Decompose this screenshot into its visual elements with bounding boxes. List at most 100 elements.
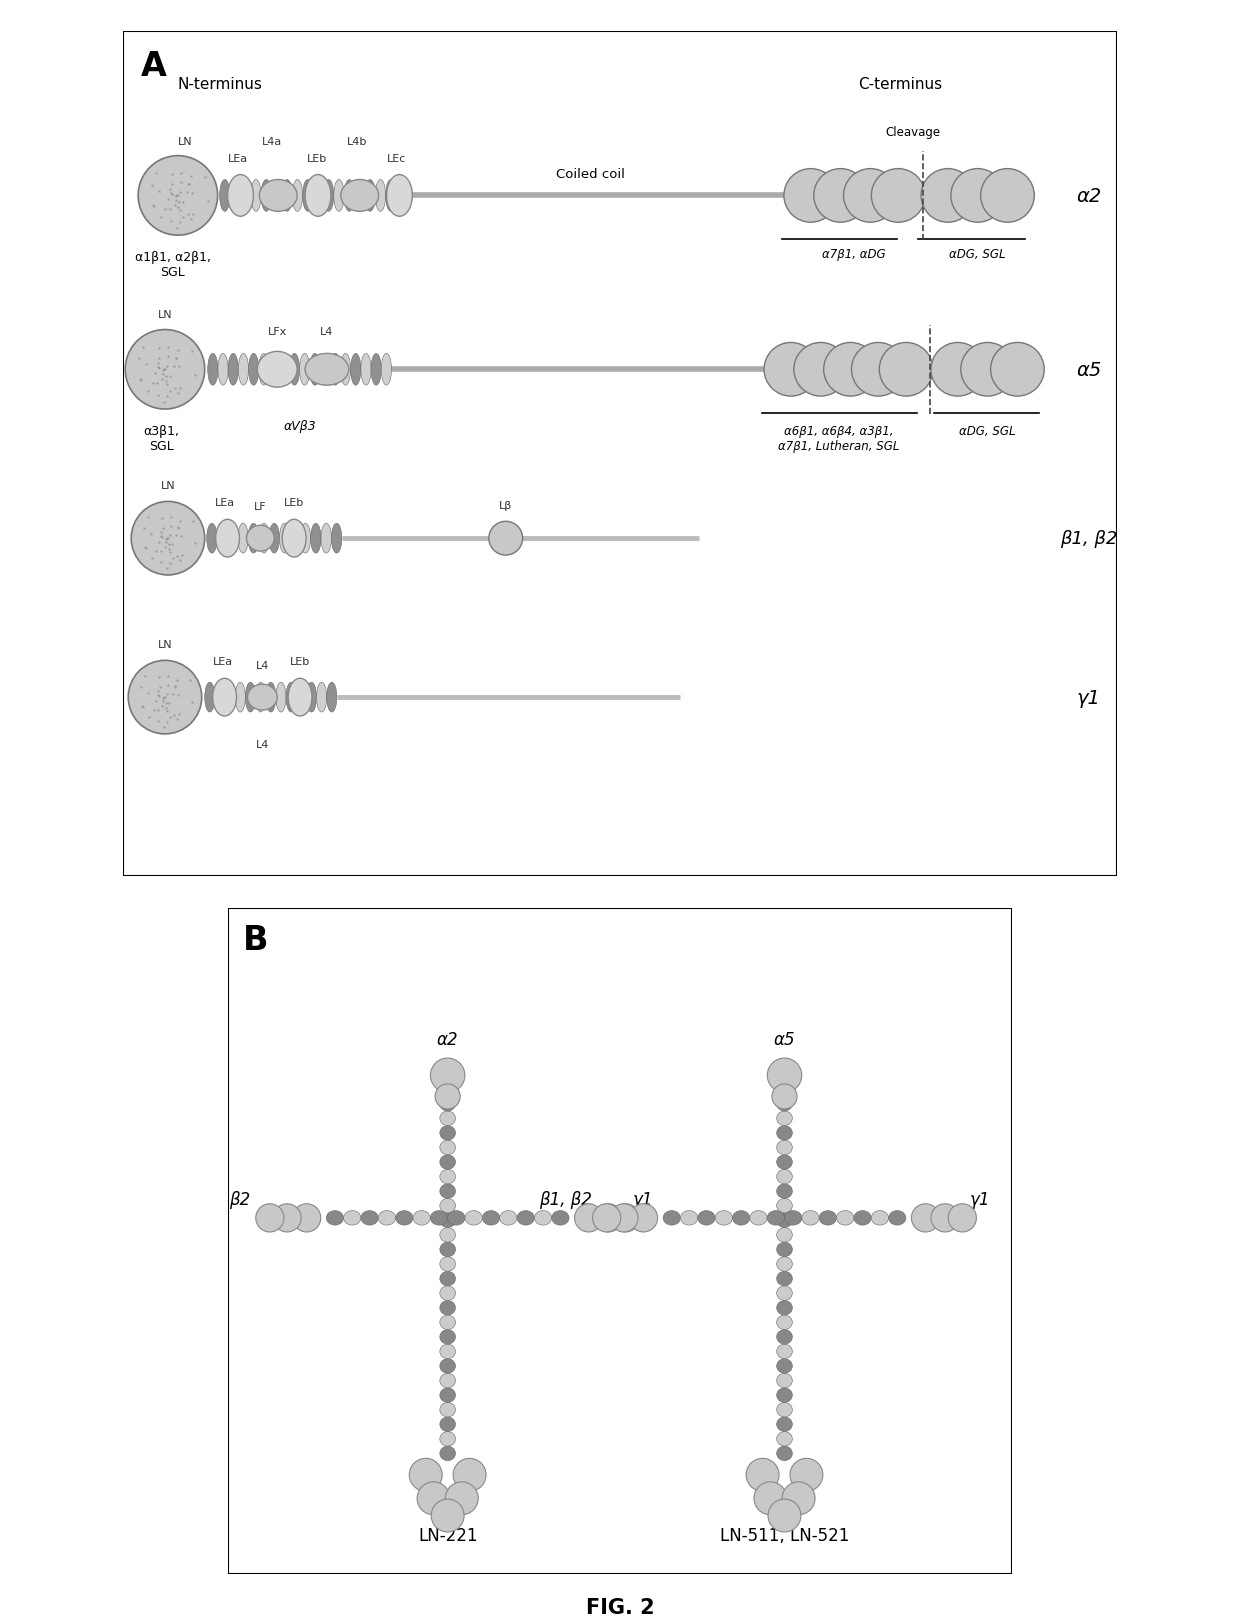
Ellipse shape [351, 354, 361, 386]
Ellipse shape [250, 180, 262, 213]
Ellipse shape [205, 683, 215, 712]
Ellipse shape [283, 519, 306, 558]
Circle shape [823, 342, 878, 398]
Ellipse shape [290, 524, 300, 553]
Ellipse shape [218, 354, 228, 386]
Circle shape [594, 1204, 622, 1232]
Text: α5: α5 [774, 1031, 795, 1048]
Ellipse shape [776, 1199, 792, 1214]
Ellipse shape [272, 180, 281, 213]
Ellipse shape [802, 1211, 820, 1225]
Ellipse shape [889, 1211, 906, 1225]
Text: FIG. 2: FIG. 2 [585, 1597, 655, 1617]
Ellipse shape [776, 1329, 792, 1344]
Circle shape [981, 169, 1034, 222]
Circle shape [574, 1204, 603, 1232]
Circle shape [782, 1482, 815, 1514]
Ellipse shape [227, 524, 238, 553]
Ellipse shape [776, 1214, 792, 1227]
Circle shape [453, 1459, 486, 1492]
Ellipse shape [246, 683, 255, 712]
Text: Cleavage: Cleavage [885, 125, 941, 138]
Ellipse shape [440, 1112, 455, 1126]
Ellipse shape [413, 1211, 430, 1225]
FancyBboxPatch shape [228, 909, 1012, 1574]
Ellipse shape [279, 354, 289, 386]
Ellipse shape [228, 354, 238, 386]
Ellipse shape [371, 354, 381, 386]
Circle shape [489, 523, 522, 555]
Ellipse shape [387, 175, 413, 217]
Circle shape [794, 342, 847, 398]
Ellipse shape [228, 175, 253, 217]
Ellipse shape [296, 683, 306, 712]
Ellipse shape [440, 1358, 455, 1373]
Text: Lβ: Lβ [500, 502, 512, 511]
Ellipse shape [440, 1388, 455, 1402]
Circle shape [417, 1482, 450, 1514]
Text: LEb: LEb [290, 657, 310, 667]
Circle shape [931, 342, 985, 398]
Ellipse shape [303, 180, 312, 213]
Ellipse shape [776, 1097, 792, 1112]
Circle shape [991, 342, 1044, 398]
Ellipse shape [331, 524, 342, 553]
Ellipse shape [259, 354, 269, 386]
Ellipse shape [259, 180, 298, 213]
Ellipse shape [776, 1243, 792, 1256]
Ellipse shape [440, 1373, 455, 1388]
Ellipse shape [785, 1211, 802, 1225]
Circle shape [273, 1204, 301, 1232]
Ellipse shape [361, 354, 371, 386]
Circle shape [773, 1084, 797, 1109]
Circle shape [128, 661, 202, 735]
Circle shape [611, 1204, 640, 1232]
Ellipse shape [311, 524, 321, 553]
Ellipse shape [776, 1315, 792, 1329]
Circle shape [949, 1204, 976, 1232]
Ellipse shape [365, 180, 376, 213]
Circle shape [435, 1084, 460, 1109]
Ellipse shape [265, 683, 275, 712]
Ellipse shape [324, 180, 334, 213]
Circle shape [293, 1204, 321, 1232]
Ellipse shape [733, 1211, 750, 1225]
Circle shape [430, 1058, 465, 1092]
Ellipse shape [552, 1211, 569, 1225]
Ellipse shape [663, 1211, 681, 1225]
Ellipse shape [776, 1388, 792, 1402]
Text: Coiled coil: Coiled coil [556, 167, 625, 180]
Text: LN-511, LN-521: LN-511, LN-521 [719, 1526, 849, 1543]
Circle shape [125, 331, 205, 409]
Ellipse shape [241, 180, 250, 213]
Circle shape [630, 1204, 657, 1232]
Ellipse shape [343, 1211, 361, 1225]
Ellipse shape [776, 1170, 792, 1185]
Circle shape [784, 169, 837, 222]
Text: C-terminus: C-terminus [858, 78, 942, 93]
Ellipse shape [316, 683, 326, 712]
Ellipse shape [776, 1373, 792, 1388]
Ellipse shape [248, 685, 278, 711]
Ellipse shape [326, 1211, 343, 1225]
Ellipse shape [361, 1211, 378, 1225]
Circle shape [610, 1204, 639, 1232]
Circle shape [255, 1204, 284, 1232]
Ellipse shape [326, 683, 337, 712]
Text: LFx: LFx [268, 328, 286, 338]
Ellipse shape [440, 1315, 455, 1329]
Ellipse shape [440, 1126, 455, 1141]
Circle shape [813, 169, 868, 222]
Ellipse shape [255, 683, 265, 712]
Text: L4: L4 [255, 661, 269, 670]
Circle shape [961, 342, 1014, 398]
Ellipse shape [534, 1211, 552, 1225]
Ellipse shape [440, 1243, 455, 1256]
Circle shape [879, 342, 932, 398]
Ellipse shape [430, 1211, 448, 1225]
FancyBboxPatch shape [123, 32, 1117, 876]
Text: LF: LF [254, 502, 267, 511]
Ellipse shape [776, 1344, 792, 1358]
Circle shape [931, 1204, 960, 1232]
Text: LEa: LEa [215, 498, 234, 508]
